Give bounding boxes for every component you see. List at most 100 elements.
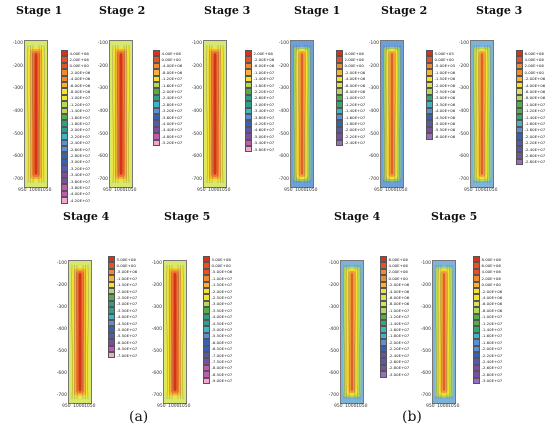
legend-value: -9.00E+07 bbox=[211, 378, 233, 384]
legend-swatch bbox=[61, 94, 68, 102]
legend-swatch bbox=[61, 75, 68, 82]
legend-value: -6.50E+07 bbox=[116, 346, 138, 352]
legend-swatch bbox=[516, 69, 523, 76]
legend-value: -2.00E+07 bbox=[524, 133, 546, 139]
y-tick-label: -100 bbox=[420, 261, 431, 266]
legend-swatch bbox=[203, 262, 210, 269]
y-tick-label: -100 bbox=[97, 41, 108, 46]
contour-plot bbox=[109, 40, 133, 188]
legend-swatch bbox=[473, 326, 480, 333]
y-tick-label: -300 bbox=[151, 305, 162, 310]
legend-value: -6.00E+07 bbox=[211, 339, 233, 345]
legend-swatch bbox=[336, 56, 343, 63]
contour-line bbox=[383, 44, 401, 184]
legend-swatch bbox=[203, 281, 210, 288]
legend-swatch bbox=[516, 133, 523, 140]
y-tick-label: -700 bbox=[278, 177, 289, 182]
legend-value: -8.00E+07 bbox=[211, 365, 233, 371]
legend-swatch bbox=[473, 294, 480, 301]
contour-line bbox=[206, 44, 224, 184]
legend-value: -1.20E+07 bbox=[69, 101, 91, 107]
y-tick-label: -300 bbox=[191, 86, 202, 92]
legend-swatch bbox=[203, 313, 210, 320]
x-tick-label: 1050 bbox=[40, 188, 52, 193]
x-tick-label: 950 bbox=[197, 188, 206, 193]
legend-swatch bbox=[380, 275, 387, 282]
legend-swatch bbox=[380, 371, 387, 378]
y-tick-label: -700 bbox=[191, 177, 202, 182]
legend-value: -1.00E+07 bbox=[344, 95, 366, 101]
y-tick-label: -100 bbox=[12, 41, 23, 46]
legend-value: -1.60E+07 bbox=[388, 327, 410, 332]
legend-value: -3.50E+07 bbox=[116, 307, 138, 313]
legend-value: -4.60E+07 bbox=[253, 127, 275, 133]
y-tick-label: -200 bbox=[97, 63, 108, 69]
y-tick-label: -600 bbox=[12, 154, 23, 160]
legend-swatch bbox=[61, 197, 68, 204]
legend-swatch bbox=[426, 126, 433, 134]
legend-value: -3.50E+07 bbox=[211, 307, 233, 313]
legend-swatch bbox=[245, 50, 252, 57]
legend-value: -1.50E+06 bbox=[434, 76, 456, 82]
legend-swatch bbox=[108, 281, 115, 288]
contour-line bbox=[166, 264, 184, 400]
legend-value: -2.00E+07 bbox=[344, 127, 366, 133]
legend-swatch bbox=[516, 50, 523, 57]
legend-swatch bbox=[473, 320, 480, 327]
legend-value: -2.60E+07 bbox=[524, 153, 546, 158]
legend-value: -4.50E+07 bbox=[116, 320, 138, 326]
legend-value: -1.60E+07 bbox=[524, 121, 546, 126]
legend-value: -8.00E+06 bbox=[524, 95, 546, 101]
legend-swatch bbox=[108, 288, 115, 295]
legend-swatch bbox=[336, 88, 343, 95]
x-tick-label: 1000 bbox=[295, 188, 307, 193]
legend-value: -1.60E+07 bbox=[161, 82, 183, 88]
x-tick-label: 950 bbox=[62, 404, 71, 409]
y-tick-label: -700 bbox=[97, 177, 108, 182]
legend-value: -2.00E+07 bbox=[211, 288, 233, 294]
legend-swatch bbox=[108, 345, 115, 352]
legend-swatch bbox=[426, 133, 433, 140]
y-tick-label: -300 bbox=[97, 86, 108, 92]
legend-value: -6.00E+06 bbox=[388, 295, 410, 300]
x-tick-label: 1000 bbox=[73, 404, 85, 409]
legend-value: 2.00E+06 bbox=[388, 269, 408, 275]
legend-value: -1.80E+07 bbox=[388, 333, 410, 339]
contour-band bbox=[442, 272, 446, 392]
legend-value: -2.40E+07 bbox=[524, 146, 546, 152]
legend-value: -4.40E+07 bbox=[161, 127, 183, 133]
legend-value: -1.40E+07 bbox=[388, 320, 410, 326]
legend-value: -8.00E+06 bbox=[388, 301, 410, 307]
legend-swatch bbox=[245, 56, 252, 63]
x-tick-label: 1050 bbox=[125, 188, 137, 193]
legend-value: -1.80E+07 bbox=[524, 127, 546, 133]
y-tick-label: -500 bbox=[56, 349, 67, 354]
legend-swatch bbox=[380, 352, 387, 359]
legend-swatch bbox=[516, 114, 523, 121]
legend-swatch bbox=[203, 339, 210, 346]
contour-plot bbox=[432, 260, 456, 404]
legend-swatch bbox=[108, 268, 115, 276]
x-tick-label: 950 bbox=[103, 188, 112, 193]
legend-swatch bbox=[473, 352, 480, 359]
legend-swatch bbox=[426, 101, 433, 108]
y-tick-label: -300 bbox=[458, 86, 469, 92]
legend-value: -1.40E+07 bbox=[344, 108, 366, 114]
x-tick-label: 950 bbox=[157, 404, 166, 409]
contour-line bbox=[117, 44, 125, 184]
legend-value: -2.00E+07 bbox=[116, 288, 138, 294]
legend-swatch bbox=[473, 262, 480, 269]
x-tick-label: 1050 bbox=[356, 404, 368, 409]
panel-title: Stage 5 bbox=[164, 210, 211, 223]
legend-value: 2.00E+06 bbox=[344, 57, 364, 62]
legend-value: -1.00E+07 bbox=[481, 314, 503, 320]
y-tick-label: -700 bbox=[12, 177, 23, 182]
legend-swatch bbox=[108, 300, 115, 308]
y-tick-label: -700 bbox=[368, 177, 379, 182]
legend-value: -7.50E+07 bbox=[211, 359, 233, 364]
legend-value: -4.50E+06 bbox=[434, 114, 456, 120]
legend-value: -2.20E+07 bbox=[253, 89, 275, 94]
legend-value: -2.80E+07 bbox=[388, 365, 410, 371]
legend-value: -1.80E+07 bbox=[253, 82, 275, 88]
legend-value: -5.20E+07 bbox=[161, 140, 183, 146]
